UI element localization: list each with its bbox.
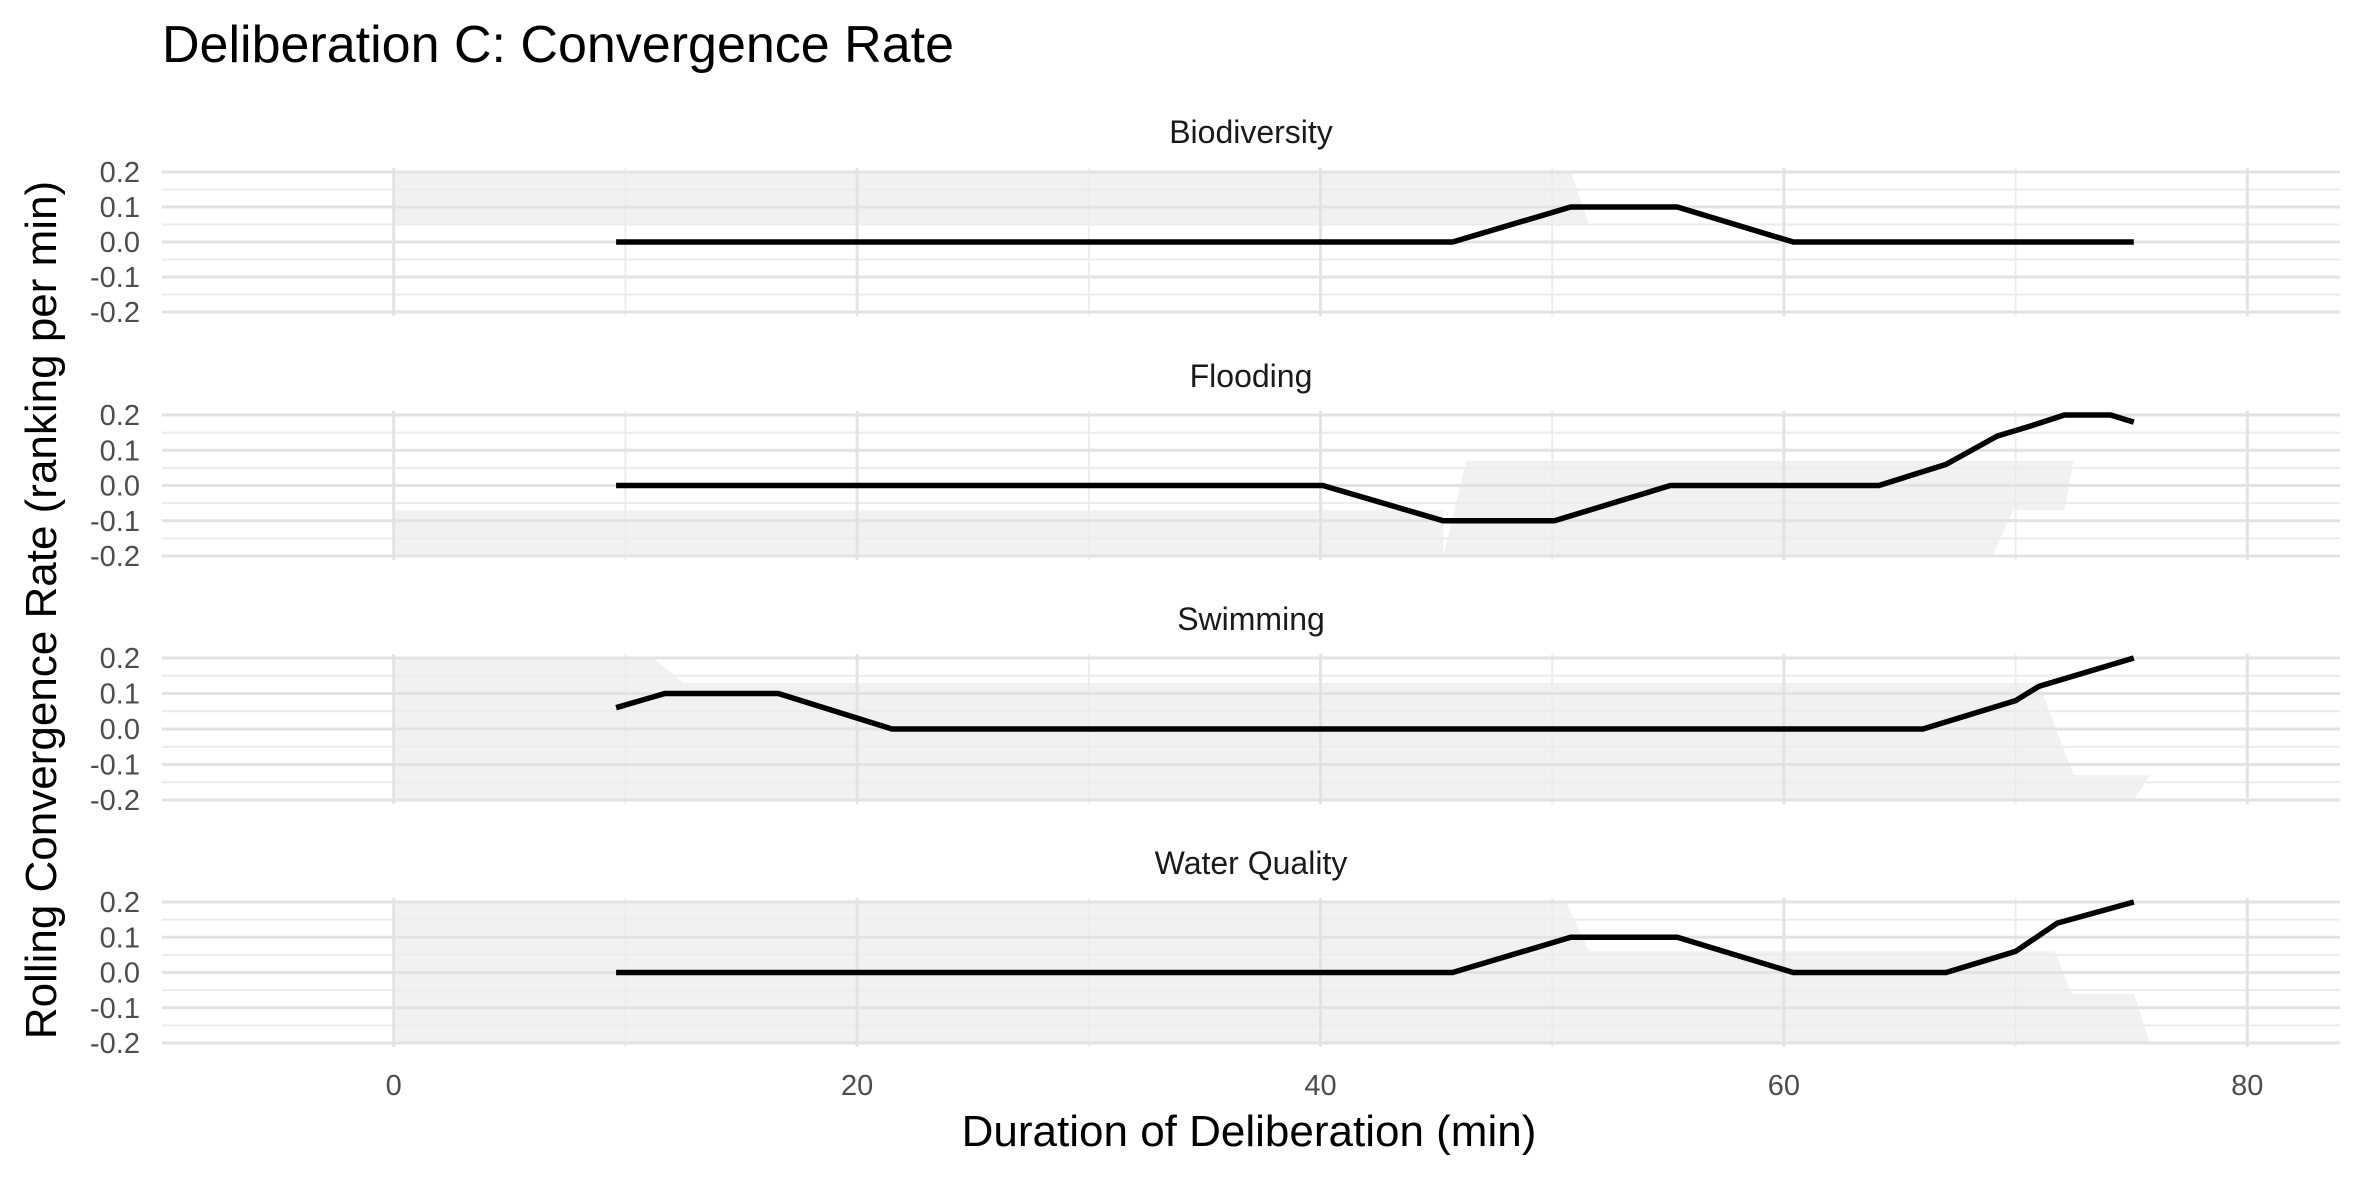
y-tick-label: -0.1 xyxy=(90,750,140,782)
x-axis: 0 20 40 60 80 xyxy=(386,1070,2264,1102)
facet-strip-label: Swimming xyxy=(1177,601,1325,637)
facet-panel-biodiversity: 0.20.10.0-0.1-0.2 Biodiversity xyxy=(90,114,2340,329)
y-tick-label: 0.1 xyxy=(100,435,140,467)
x-tick-label: 80 xyxy=(2231,1070,2263,1102)
series-line xyxy=(616,412,2135,524)
y-tick-label: -0.1 xyxy=(90,262,140,294)
facet-panels: 0.20.10.0-0.1-0.2Biodiversity0.20.10.0-0… xyxy=(90,114,2340,1060)
x-tick-label: 0 xyxy=(386,1070,402,1102)
facet-strip-label: Flooding xyxy=(1190,358,1313,394)
y-tick-label: 0.0 xyxy=(100,471,140,503)
y-tick-label: 0.2 xyxy=(100,400,140,432)
facet-panel-swimming: 0.2 0.10.0 -0.1-0.2 Swimming xyxy=(90,601,2340,817)
shaded-region xyxy=(393,172,1590,225)
y-tick-label: -0.2 xyxy=(90,1028,140,1060)
y-tick-label: 0.1 xyxy=(100,192,140,224)
y-axis-label: Rolling Convergence Rate (ranking per mi… xyxy=(17,181,66,1039)
x-tick-label: 20 xyxy=(841,1070,873,1102)
y-tick-label: 0.0 xyxy=(100,714,140,746)
x-tick-label: 40 xyxy=(1304,1070,1336,1102)
series-line xyxy=(616,204,2134,245)
y-tick-label: 0.2 xyxy=(100,643,140,675)
facet-panel-flooding: 0.20.1 0.0-0.1-0.2 Flooding xyxy=(90,358,2340,573)
y-tick-label: 0.2 xyxy=(100,157,140,189)
y-tick-label: 0.1 xyxy=(100,679,140,711)
y-tick-label: -0.2 xyxy=(90,541,140,573)
x-tick-label: 60 xyxy=(1768,1070,1800,1102)
y-tick-label: 0.2 xyxy=(100,887,140,919)
shaded-region xyxy=(393,510,1444,556)
y-tick-label: -0.1 xyxy=(90,993,140,1025)
facet-strip-label: Water Quality xyxy=(1155,845,1348,881)
chart-title: Deliberation C: Convergence Rate xyxy=(162,16,954,74)
facet-strip-label: Biodiversity xyxy=(1169,114,1333,150)
shaded-region xyxy=(1443,460,2074,556)
x-axis-label: Duration of Deliberation (min) xyxy=(962,1107,1537,1156)
y-tick-label: 0.1 xyxy=(100,922,140,954)
facet-panel-water-quality: 0.20.1 0.0-0.1-0.2 Water Quality xyxy=(90,845,2340,1060)
y-tick-label: -0.1 xyxy=(90,506,140,538)
y-tick-label: -0.2 xyxy=(90,785,140,817)
y-tick-label: -0.2 xyxy=(90,297,140,329)
y-tick-label: 0.0 xyxy=(100,227,140,259)
series-line xyxy=(616,899,2135,976)
y-tick-label: 0.0 xyxy=(100,958,140,990)
series-line xyxy=(615,655,2135,732)
